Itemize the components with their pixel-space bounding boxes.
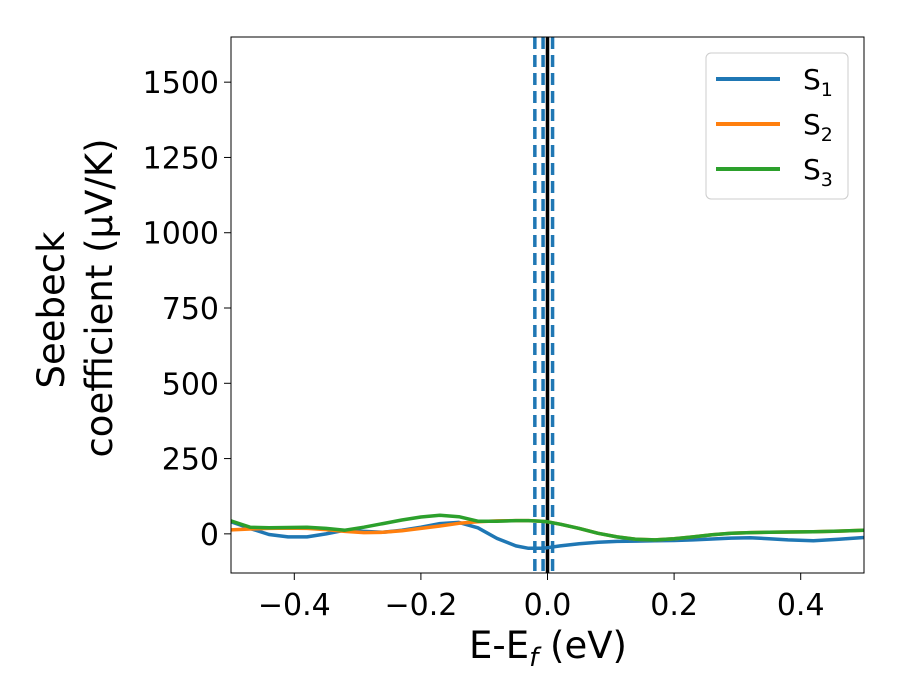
y-tick-label: 750 (162, 292, 219, 327)
x-axis-ticks: −0.4 −0.2 0.0 0.2 0.4 (258, 573, 825, 623)
x-tick-label: 0.4 (777, 588, 825, 623)
series-line-s3 (231, 513, 864, 542)
y-axis-title: Seebeck coefficient (μV/K) (30, 138, 121, 457)
x-tick-label: 0.2 (650, 588, 698, 623)
x-tick-label: 0.0 (524, 588, 572, 623)
y-axis-title-line2: coefficient (μV/K) (78, 138, 121, 457)
y-axis-ticks: 0 250 500 750 1000 1250 1500 (143, 66, 231, 553)
y-axis-title-line1: Seebeck (30, 231, 73, 389)
x-tick-label: −0.4 (258, 588, 331, 623)
legend-label-s3: S3 (803, 153, 833, 191)
y-tick-label: 0 (200, 518, 219, 553)
y-tick-label: 1500 (143, 66, 219, 101)
legend-label-s2: S2 (803, 108, 833, 146)
y-tick-label: 250 (162, 443, 219, 478)
x-tick-label: −0.2 (384, 588, 457, 623)
y-tick-label: 500 (162, 367, 219, 402)
x-axis-title: E-Ef (eV) (469, 624, 627, 673)
y-tick-label: 1250 (143, 141, 219, 176)
legend: S1 S2 S3 (705, 52, 849, 200)
y-tick-label: 1000 (143, 217, 219, 252)
legend-label-s1: S1 (803, 63, 833, 101)
series-lines (231, 513, 864, 551)
reference-lines (533, 37, 555, 573)
